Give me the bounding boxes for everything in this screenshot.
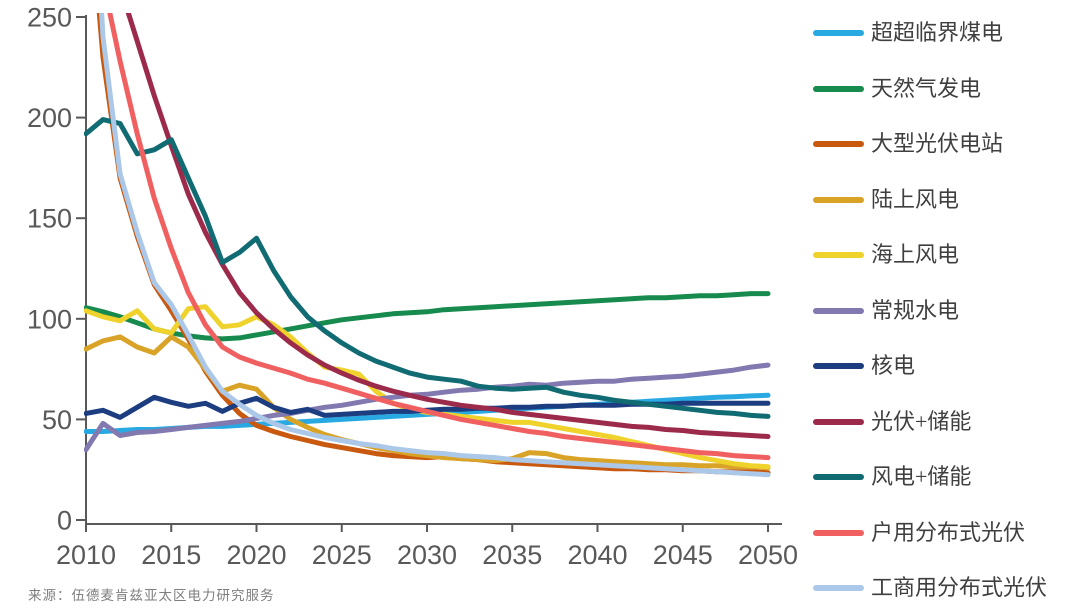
legend-item: 光伏+储能 [813, 406, 1073, 438]
y-axis-tick-label: 250 [27, 3, 72, 33]
legend-swatch [813, 307, 864, 314]
x-axis-tick-label: 2010 [56, 540, 116, 570]
legend-swatch [813, 529, 864, 536]
series-line [107, 13, 771, 461]
legend-item: 海上风电 [813, 239, 1073, 271]
x-axis-tick-label: 2025 [312, 540, 372, 570]
legend-label: 大型光伏电站 [871, 131, 1004, 156]
x-axis-tick-label: 2035 [482, 540, 542, 570]
legend-label: 天然气发电 [871, 75, 982, 101]
legend-label: 光伏+储能 [871, 408, 972, 434]
legend-swatch [813, 363, 864, 369]
legend-label: 工商用分布式光伏 [871, 575, 1048, 600]
legend-label: 海上风电 [871, 242, 960, 267]
legend-item: 天然气发电 [813, 73, 1073, 105]
line-chart: 0 50 100 150 200 250 2010 2015 2020 2025 2030 2035 2… [27, 3, 798, 571]
legend-item: 风电+储能 [813, 461, 1073, 493]
series-line [84, 291, 771, 342]
legend-swatch [813, 196, 864, 203]
x-axis-tick-label: 2050 [738, 540, 798, 570]
legend-item: 户用分布式光伏 [813, 517, 1073, 549]
legend-swatch [813, 30, 864, 36]
x-axis-tick-label: 2015 [141, 540, 201, 570]
chart-legend: 超超临界煤电 天然气发电 大型光伏电站 陆上风电 海上风电 常规水电 核电 光 [813, 17, 1073, 604]
legend-item: 常规水电 [813, 295, 1073, 327]
legend-item: 大型光伏电站 [813, 128, 1073, 160]
series-line [84, 334, 771, 471]
y-axis-tick-label: 100 [27, 304, 72, 334]
legend-label: 户用分布式光伏 [871, 519, 1026, 545]
legend-item: 工商用分布式光伏 [813, 572, 1073, 604]
y-axis-tick-label: 0 [57, 506, 72, 536]
legend-item: 陆上风电 [813, 184, 1073, 216]
y-axis-tick-label: 50 [42, 405, 72, 435]
legend-swatch [813, 85, 864, 92]
y-axis-tick-label: 150 [27, 204, 72, 234]
source-note: 来源：伍德麦肯兹亚太区电力研究服务 [28, 588, 275, 603]
legend-label: 超超临界煤电 [871, 20, 1004, 45]
x-axis-tick-label: 2030 [397, 540, 457, 570]
legend-swatch [813, 141, 864, 147]
legend-label: 风电+储能 [871, 464, 972, 489]
y-axis-tick-label: 200 [27, 103, 72, 133]
series-line [99, 13, 771, 478]
legend-swatch [813, 585, 864, 591]
legend-label: 常规水电 [871, 297, 960, 323]
series-line [84, 117, 771, 419]
legend-swatch [813, 252, 864, 258]
legend-item: 超超临界煤电 [813, 17, 1073, 49]
x-axis-tick-label: 2040 [567, 540, 627, 570]
x-axis-tick-label: 2045 [653, 540, 713, 570]
series-line [84, 362, 771, 453]
x-axis-tick-label: 2020 [226, 540, 286, 570]
series-line [125, 13, 771, 439]
legend-swatch [813, 474, 864, 480]
legend-item: 核电 [813, 350, 1073, 382]
legend-label: 陆上风电 [871, 186, 960, 212]
legend-swatch [813, 418, 864, 425]
legend-label: 核电 [871, 353, 916, 378]
